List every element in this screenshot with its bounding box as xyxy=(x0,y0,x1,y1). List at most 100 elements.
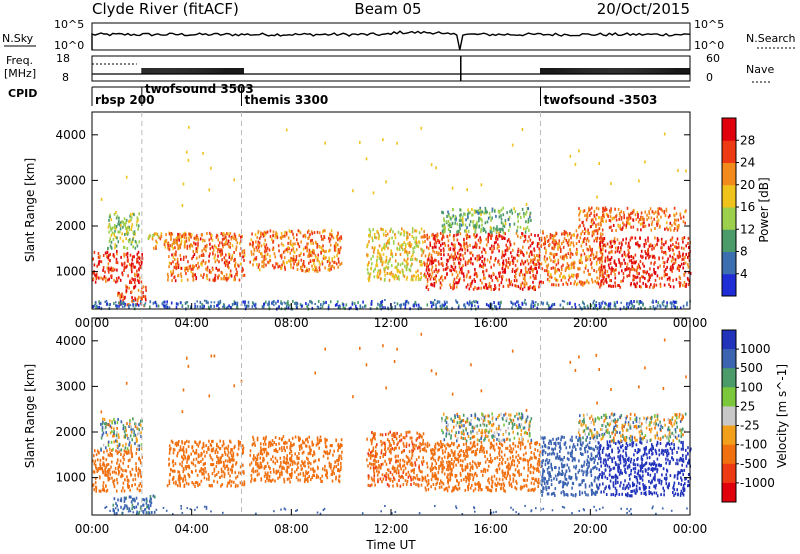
range-cell xyxy=(368,240,370,244)
range-cell xyxy=(232,451,235,455)
range-cell xyxy=(636,275,639,279)
range-cell xyxy=(179,482,181,486)
range-cell xyxy=(132,430,134,434)
range-cell xyxy=(228,245,230,249)
range-cell xyxy=(138,448,140,451)
range-cell xyxy=(235,272,237,276)
range-cell xyxy=(315,255,317,259)
range-cell xyxy=(269,235,272,238)
range-cell xyxy=(188,440,190,444)
range-cell xyxy=(338,444,340,448)
range-cell xyxy=(131,497,134,501)
range-cell xyxy=(92,277,95,281)
range-cell xyxy=(107,266,110,270)
range-cell xyxy=(370,257,372,261)
range-cell xyxy=(275,262,277,266)
range-cell xyxy=(619,214,621,218)
range-cell xyxy=(675,277,678,281)
range-cell xyxy=(203,472,205,476)
range-cell xyxy=(427,264,430,268)
range-cell xyxy=(161,302,164,306)
range-cell xyxy=(256,454,259,458)
range-cell xyxy=(243,259,245,262)
range-cell xyxy=(640,254,642,258)
range-cell xyxy=(509,223,511,226)
range-cell xyxy=(271,443,274,447)
range-cell xyxy=(551,234,553,238)
range-cell xyxy=(253,454,255,458)
range-cell xyxy=(361,306,364,309)
range-cell xyxy=(250,250,253,254)
range-cell xyxy=(321,237,323,241)
range-cell xyxy=(149,300,152,304)
range-cell xyxy=(226,464,228,468)
range-cell xyxy=(213,479,215,483)
range-cell xyxy=(322,230,324,234)
range-cell xyxy=(373,232,376,236)
range-cell xyxy=(142,511,145,515)
range-cell xyxy=(451,222,454,226)
range-cell xyxy=(333,472,335,476)
range-cell xyxy=(554,253,556,256)
range-cell xyxy=(312,241,314,245)
range-cell xyxy=(328,256,330,260)
range-cell xyxy=(123,254,126,258)
range-cell xyxy=(618,258,620,262)
range-cell xyxy=(523,227,525,231)
range-cell xyxy=(631,265,633,269)
range-cell xyxy=(463,278,465,282)
range-cell xyxy=(264,471,267,475)
range-cell xyxy=(653,267,655,271)
range-cell xyxy=(521,232,523,235)
range-cell xyxy=(213,304,215,308)
range-cell xyxy=(486,220,489,224)
range-cell xyxy=(303,441,306,445)
range-cell xyxy=(325,445,328,449)
range-cell xyxy=(230,448,232,452)
range-cell xyxy=(406,237,408,241)
range-cell xyxy=(314,303,316,305)
range-cell xyxy=(124,504,126,508)
range-cell xyxy=(115,244,118,248)
range-cell xyxy=(400,245,403,249)
range-cell xyxy=(155,246,157,250)
range-cell xyxy=(276,262,279,266)
range-cell xyxy=(451,255,453,259)
range-cell xyxy=(228,252,230,256)
range-cell xyxy=(182,470,184,474)
range-cell xyxy=(484,206,487,210)
range-cell xyxy=(216,304,218,308)
range-cell xyxy=(600,216,603,220)
range-cell xyxy=(323,450,326,454)
range-cell xyxy=(176,441,178,445)
range-cell xyxy=(482,227,485,231)
range-cell xyxy=(124,469,126,473)
range-cell xyxy=(323,229,325,233)
range-cell xyxy=(120,295,123,299)
range-cell xyxy=(493,209,496,213)
range-cell xyxy=(213,469,216,473)
range-cell xyxy=(671,223,673,227)
range-cell xyxy=(140,419,142,423)
range-cell xyxy=(101,433,104,437)
range-cell xyxy=(339,468,342,471)
range-cell xyxy=(622,276,625,280)
range-cell xyxy=(203,476,206,480)
range-cell xyxy=(278,305,280,309)
range-cell xyxy=(498,283,501,287)
range-cell xyxy=(505,248,508,252)
range-cell xyxy=(485,269,488,273)
range-cell xyxy=(677,242,680,246)
range-cell xyxy=(618,260,621,264)
range-cell xyxy=(431,233,433,237)
range-cell xyxy=(389,257,391,261)
range-cell xyxy=(131,454,134,458)
range-cell xyxy=(644,160,646,164)
range-cell xyxy=(103,275,106,279)
range-cell xyxy=(524,238,527,242)
range-cell xyxy=(465,275,468,279)
range-cell xyxy=(515,272,517,276)
range-cell xyxy=(256,263,258,267)
range-cell xyxy=(580,255,582,259)
range-cell xyxy=(376,306,378,310)
